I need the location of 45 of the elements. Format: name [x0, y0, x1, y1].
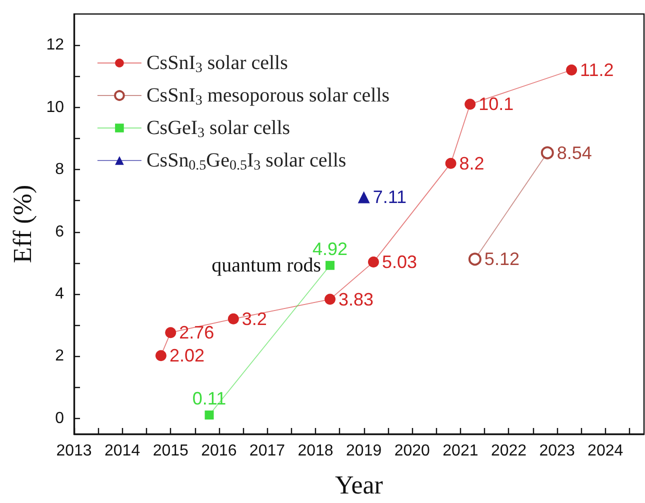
point — [358, 191, 370, 204]
x-tick-label: 2015 — [152, 442, 189, 460]
x-axis-title: Year — [335, 470, 384, 500]
data-label: 11.2 — [580, 60, 614, 80]
point — [165, 327, 176, 338]
x-tick-label: 2024 — [588, 442, 624, 460]
x-tick-label: 2017 — [249, 442, 286, 460]
y-tick-label: 10 — [46, 98, 64, 116]
data-label: 5.12 — [484, 249, 520, 270]
data-label: 7.11 — [372, 187, 407, 208]
x-tick-label: 2020 — [394, 442, 430, 460]
data-label: 2.02 — [169, 346, 204, 366]
y-axis-title: Eff (%) — [8, 184, 37, 264]
x-tick-label: 2019 — [346, 442, 382, 460]
data-label: 8.2 — [459, 153, 484, 174]
data-label: 8.54 — [556, 142, 592, 163]
point — [566, 64, 578, 76]
x-tick-label: 2021 — [442, 442, 478, 460]
y-tick-label: 2 — [55, 348, 64, 365]
point — [204, 410, 214, 420]
y-tick-label: 4 — [55, 286, 64, 302]
x-tick-label: 2013 — [56, 442, 92, 460]
point — [540, 146, 554, 160]
point — [368, 256, 379, 268]
data-label: 5.03 — [382, 252, 418, 272]
point — [468, 252, 482, 266]
data-label: 2.76 — [179, 322, 214, 343]
data-label: 3.2 — [242, 308, 267, 329]
y-tick-label: 8 — [55, 161, 64, 178]
point — [464, 98, 476, 110]
point — [445, 158, 456, 169]
point — [326, 260, 335, 270]
y-tick-label: 0 — [55, 410, 64, 427]
y-tick-label: 6 — [55, 223, 64, 240]
point — [228, 313, 239, 324]
y-tick-label: 12 — [46, 36, 64, 54]
data-label: 10.1 — [478, 94, 514, 114]
data-label: 3.83 — [338, 289, 374, 310]
x-tick-label: 2023 — [539, 442, 575, 460]
x-tick-label: 2018 — [298, 442, 334, 460]
x-tick-label: 2022 — [490, 442, 527, 460]
point — [324, 294, 336, 305]
x-tick-label: 2014 — [104, 442, 140, 460]
point — [155, 350, 166, 362]
x-tick-label: 2016 — [201, 442, 237, 460]
